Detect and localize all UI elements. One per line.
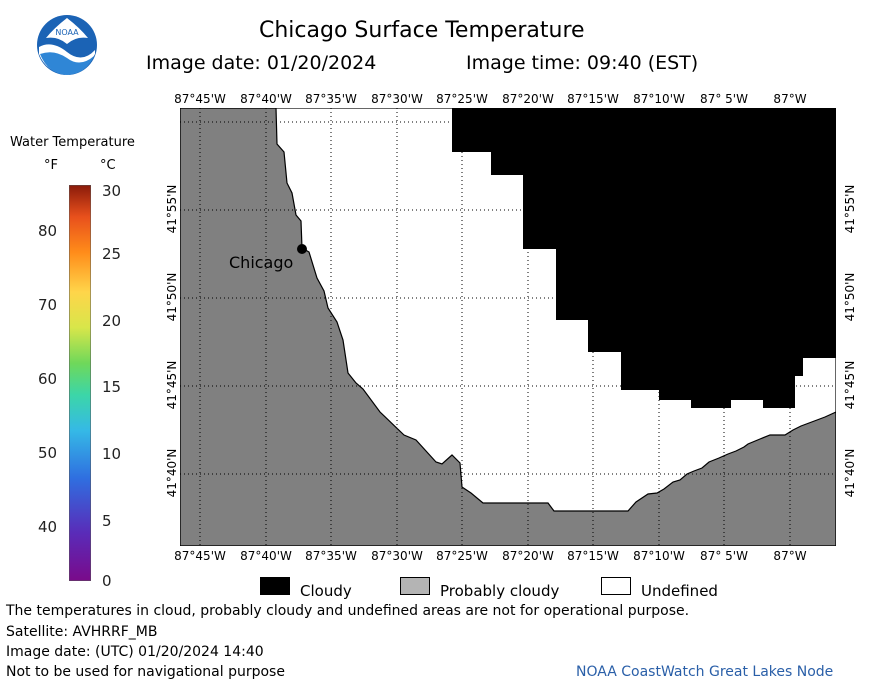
tick-c-10: 10 bbox=[102, 445, 122, 463]
cloudy-label: Cloudy bbox=[300, 582, 352, 600]
probably-cloudy-label: Probably cloudy bbox=[440, 582, 560, 600]
logo-text: NOAA bbox=[55, 28, 79, 37]
graticule bbox=[180, 108, 836, 546]
lon-label-top: 87°35'W bbox=[305, 92, 357, 106]
lon-label-top: 87°10'W bbox=[633, 92, 685, 106]
tick-f-50: 50 bbox=[38, 444, 58, 462]
image-time: Image time: 09:40 (EST) bbox=[466, 52, 699, 74]
legend-unit-f: °F bbox=[44, 158, 58, 173]
lat-label-right: 41°50'N bbox=[843, 272, 857, 322]
lat-label-left: 41°40'N bbox=[165, 448, 179, 498]
lon-label-bottom: 87°W bbox=[773, 549, 807, 563]
tick-c-5: 5 bbox=[102, 512, 112, 530]
tick-c-20: 20 bbox=[102, 312, 122, 330]
lon-label-top: 87°25'W bbox=[436, 92, 488, 106]
tick-c-30: 30 bbox=[102, 182, 122, 200]
footer-credit: NOAA CoastWatch Great Lakes Node bbox=[576, 664, 834, 680]
footer-nav-warning: Not to be used for navigational purpose bbox=[6, 664, 285, 680]
footer-satellite: Satellite: AVHRRF_MB bbox=[6, 624, 158, 640]
lon-label-top: 87°40'W bbox=[240, 92, 292, 106]
lon-label-top: 87°30'W bbox=[371, 92, 423, 106]
tick-f-70: 70 bbox=[38, 296, 58, 314]
page-title: Chicago Surface Temperature bbox=[259, 18, 585, 43]
lon-label-top: 87°45'W bbox=[174, 92, 226, 106]
noaa-logo-icon: NOAA bbox=[37, 15, 97, 75]
lon-label-bottom: 87°25'W bbox=[436, 549, 488, 563]
lat-label-right: 41°45'N bbox=[843, 360, 857, 410]
tick-f-80: 80 bbox=[38, 222, 58, 240]
city-label: Chicago bbox=[229, 253, 294, 272]
tick-c-0: 0 bbox=[102, 572, 112, 590]
footer-disclaimer: The temperatures in cloud, probably clou… bbox=[6, 603, 690, 619]
lat-label-left: 41°45'N bbox=[165, 360, 179, 410]
legend-unit-c: °C bbox=[100, 158, 116, 173]
tick-c-15: 15 bbox=[102, 378, 122, 396]
lat-label-left: 41°50'N bbox=[165, 272, 179, 322]
lon-label-bottom: 87°20'W bbox=[502, 549, 554, 563]
undefined-swatch bbox=[601, 577, 631, 595]
lon-label-bottom: 87°10'W bbox=[633, 549, 685, 563]
lat-label-right: 41°55'N bbox=[843, 184, 857, 234]
lon-label-top: 87°15'W bbox=[567, 92, 619, 106]
footer-utc-date: Image date: (UTC) 01/20/2024 14:40 bbox=[6, 644, 264, 660]
lon-label-bottom: 87°35'W bbox=[305, 549, 357, 563]
lon-label-top: 87°W bbox=[773, 92, 807, 106]
lon-label-bottom: 87°40'W bbox=[240, 549, 292, 563]
lon-label-bottom: 87° 5'W bbox=[700, 549, 748, 563]
temperature-colorbar bbox=[69, 185, 91, 581]
tick-f-60: 60 bbox=[38, 370, 58, 388]
cloudy-area bbox=[452, 108, 836, 408]
cloudy-swatch bbox=[260, 577, 290, 595]
undefined-label: Undefined bbox=[641, 582, 718, 600]
lon-label-top: 87°20'W bbox=[502, 92, 554, 106]
lon-label-bottom: 87°45'W bbox=[174, 549, 226, 563]
tick-f-40: 40 bbox=[38, 518, 58, 536]
lon-label-bottom: 87°30'W bbox=[371, 549, 423, 563]
lat-label-right: 41°40'N bbox=[843, 448, 857, 498]
lon-label-top: 87° 5'W bbox=[700, 92, 748, 106]
probably-cloudy-swatch bbox=[400, 577, 430, 595]
image-date: Image date: 01/20/2024 bbox=[146, 52, 377, 74]
legend-title: Water Temperature bbox=[10, 135, 135, 150]
lon-label-bottom: 87°15'W bbox=[567, 549, 619, 563]
land-area bbox=[180, 108, 836, 546]
chicago-marker bbox=[297, 244, 307, 254]
surface-temperature-map bbox=[180, 108, 836, 546]
lat-label-left: 41°55'N bbox=[165, 184, 179, 234]
tick-c-25: 25 bbox=[102, 245, 122, 263]
